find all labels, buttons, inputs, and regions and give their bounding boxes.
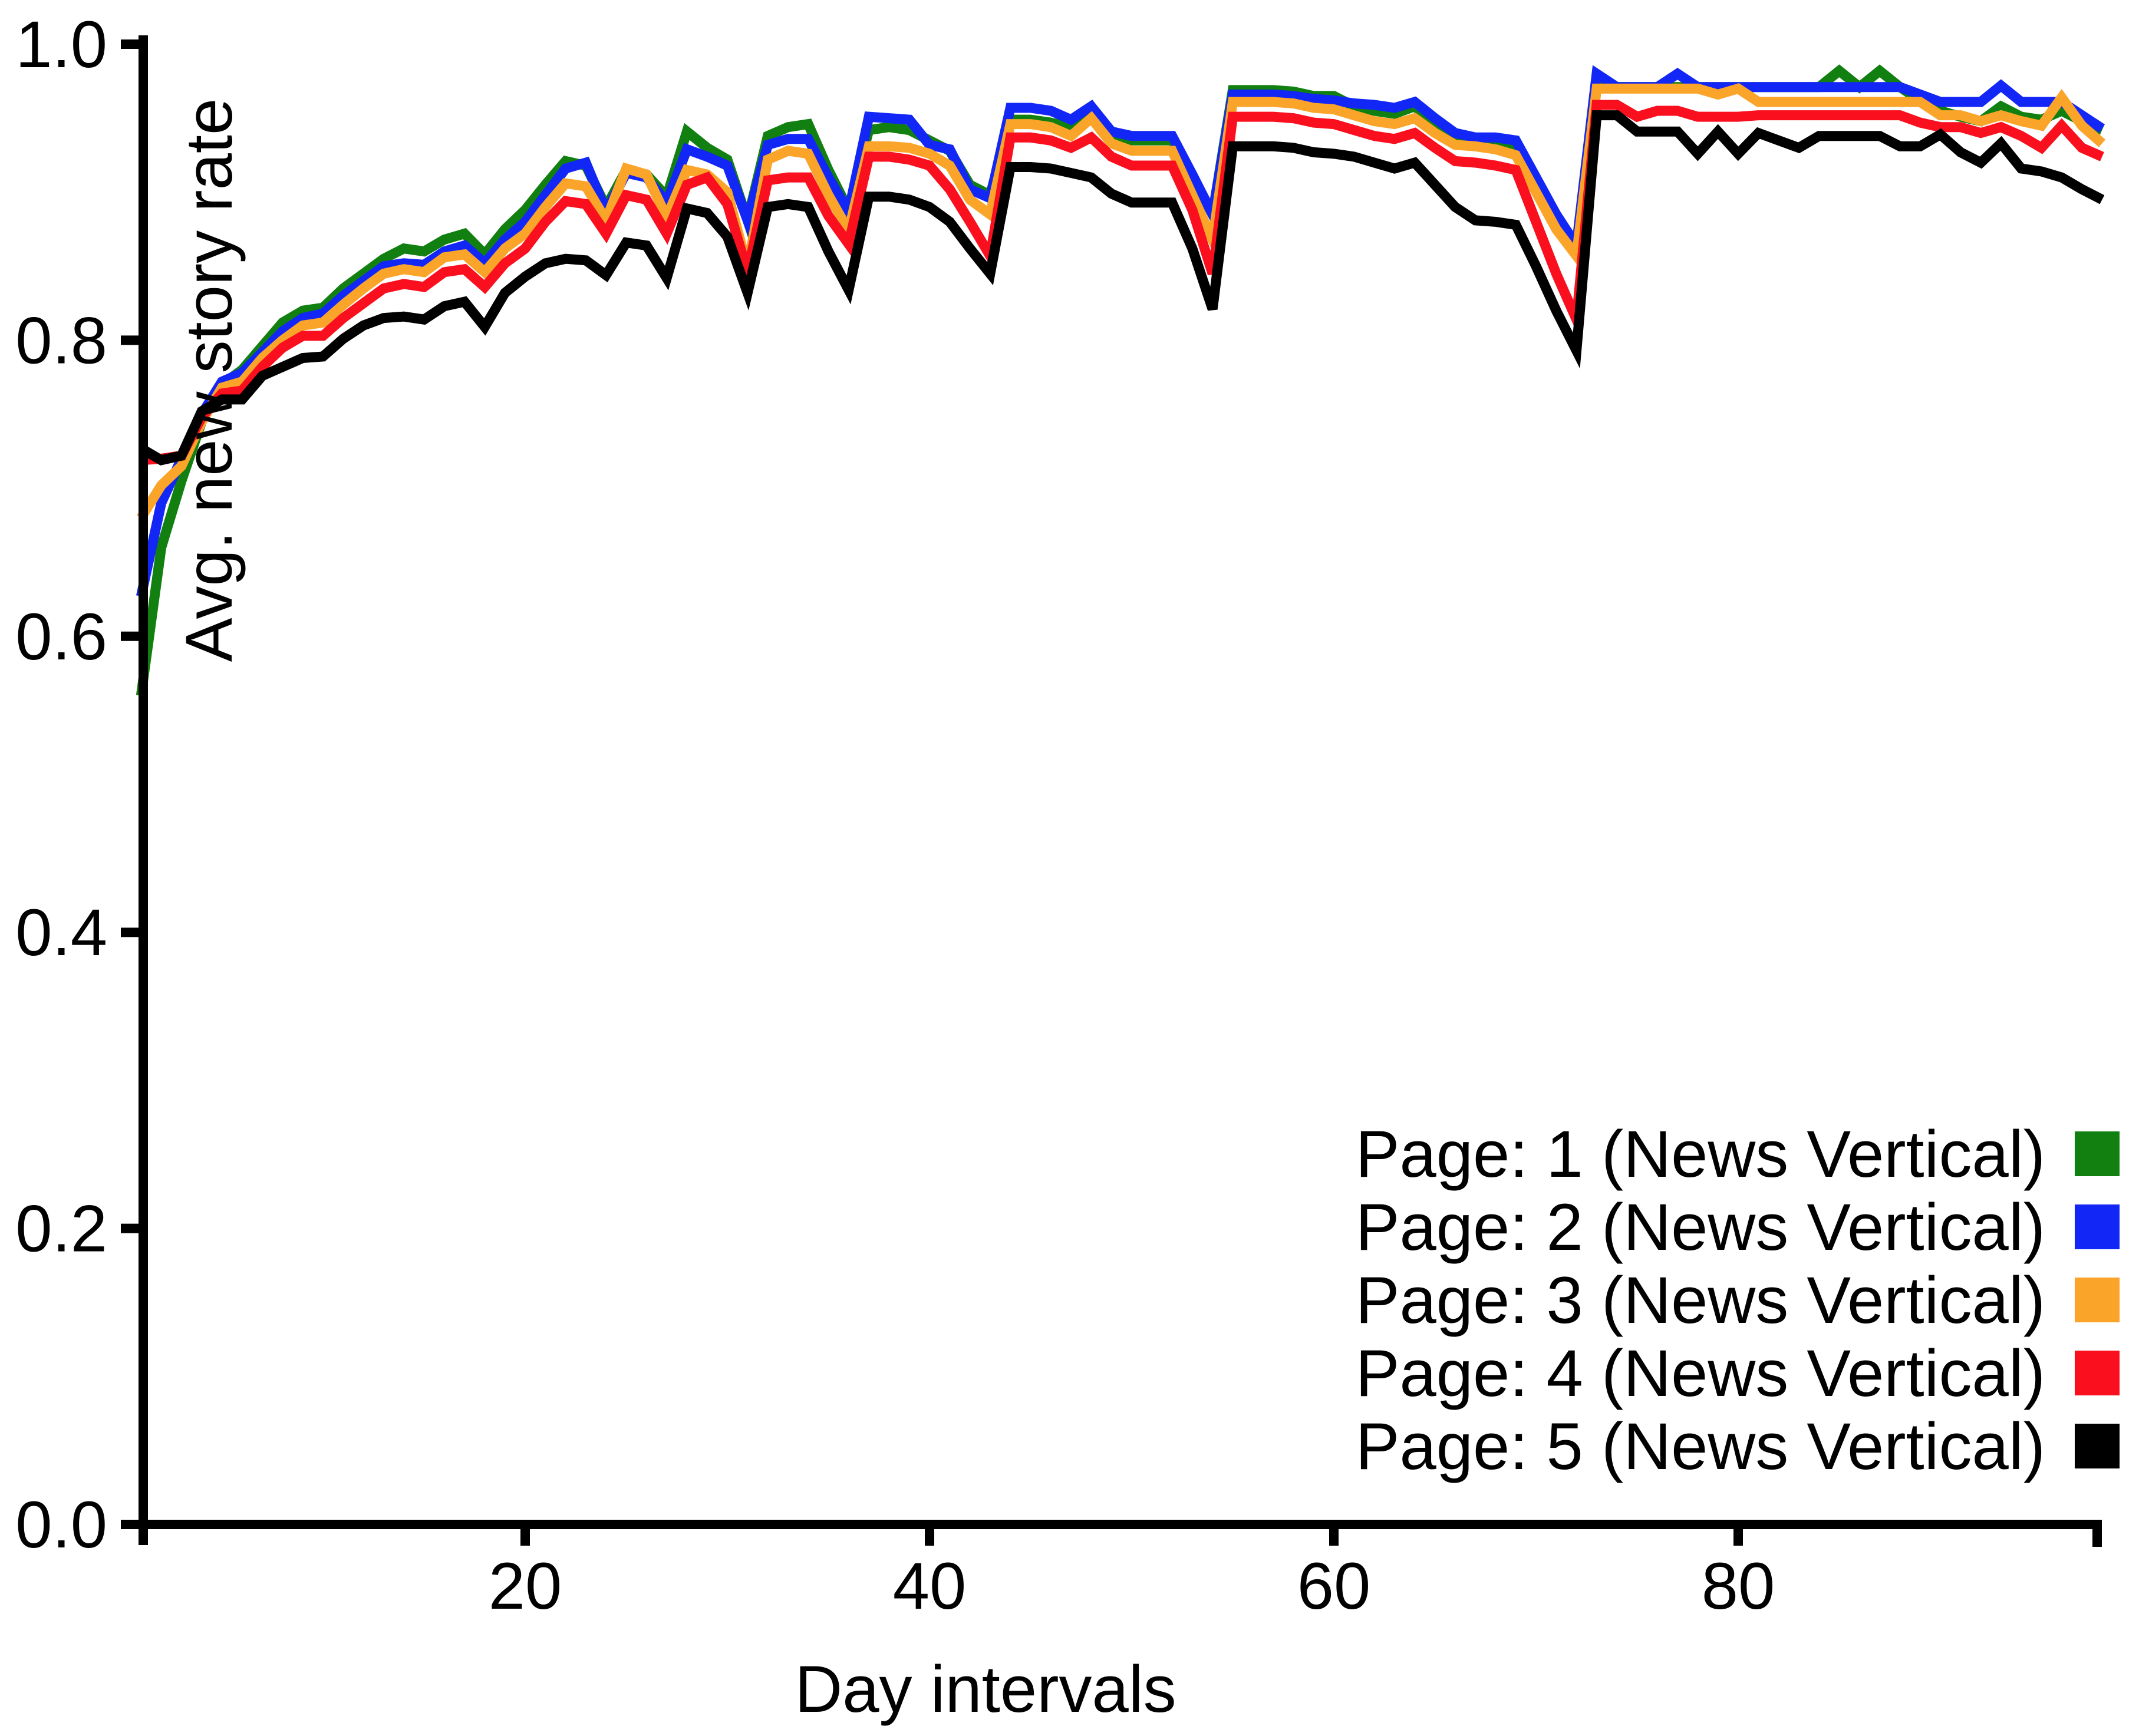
series-line-page-3 bbox=[137, 83, 2106, 521]
y-tick-label-0.2: 0.2 bbox=[15, 1192, 107, 1266]
y-tick-label-0.8: 0.8 bbox=[15, 303, 107, 377]
axis-ticks bbox=[121, 39, 1743, 1546]
series-line-page-5 bbox=[139, 110, 2105, 466]
legend-swatch-icon bbox=[2075, 1424, 2120, 1468]
legend-swatch-icon bbox=[2075, 1204, 2120, 1249]
x-tick-label-60: 60 bbox=[1297, 1549, 1371, 1623]
legend-item-page-1: Page: 1 (News Vertical) bbox=[1356, 1117, 2120, 1191]
legend-label: Page: 5 (News Vertical) bbox=[1356, 1410, 2045, 1483]
legend-swatch-icon bbox=[2075, 1131, 2120, 1176]
legend-item-page-5: Page: 5 (News Vertical) bbox=[1356, 1410, 2120, 1483]
x-tick-label-80: 80 bbox=[1702, 1549, 1775, 1623]
legend-item-page-4: Page: 4 (News Vertical) bbox=[1356, 1336, 2120, 1410]
legend-label: Page: 2 (News Vertical) bbox=[1356, 1190, 2045, 1264]
legend-swatch-icon bbox=[2075, 1351, 2120, 1395]
y-tick-label-0.6: 0.6 bbox=[15, 600, 107, 674]
axes bbox=[122, 35, 2102, 1547]
legend-swatch-icon bbox=[2075, 1278, 2120, 1322]
legend-label: Page: 4 (News Vertical) bbox=[1356, 1336, 2045, 1410]
series-lines bbox=[136, 64, 2106, 697]
legend-item-page-3: Page: 3 (News Vertical) bbox=[1356, 1263, 2120, 1337]
axis-tick-labels: 1.0 0.8 0.6 0.4 0.2 0.0 20 40 60 80 bbox=[15, 8, 1775, 1623]
legend: Page: 1 (News Vertical)Page: 2 (News Ver… bbox=[1356, 1117, 2120, 1483]
legend-label: Page: 1 (News Vertical) bbox=[1356, 1117, 2045, 1191]
y-axis-title: Avg. new story rate bbox=[172, 98, 246, 662]
legend-item-page-2: Page: 2 (News Vertical) bbox=[1356, 1190, 2120, 1264]
x-tick-label-40: 40 bbox=[893, 1549, 967, 1623]
y-tick-label-0.0: 0.0 bbox=[15, 1488, 107, 1562]
y-tick-label-0.4: 0.4 bbox=[15, 896, 107, 969]
x-axis-title: Day intervals bbox=[795, 1652, 1176, 1726]
x-tick-label-20: 20 bbox=[489, 1549, 562, 1623]
series-line-page-4 bbox=[140, 100, 2104, 466]
series-line-page-2 bbox=[136, 65, 2105, 598]
legend-label: Page: 3 (News Vertical) bbox=[1356, 1263, 2045, 1337]
y-tick-label-1.0: 1.0 bbox=[15, 8, 107, 81]
